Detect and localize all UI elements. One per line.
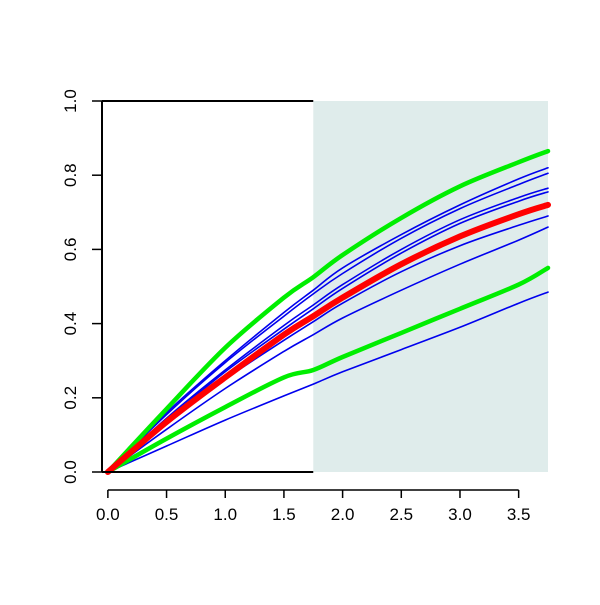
x-tick-label: 2.0 bbox=[331, 505, 355, 524]
y-tick-label: 0.8 bbox=[61, 163, 80, 187]
series-layer bbox=[104, 148, 551, 475]
series-line-reference-1 bbox=[107, 172, 549, 473]
y-tick-label: 0.2 bbox=[61, 386, 80, 410]
axis-layer: 0.0 0.5 1.0 1.5 2.0 2.5 3.0 3.5 0.0 0.2 0.4 0.6 0.8 1… bbox=[61, 89, 530, 524]
series-line-reference-0 bbox=[107, 167, 549, 473]
x-tick-label: 2.5 bbox=[389, 505, 413, 524]
x-tick-label: 0.0 bbox=[96, 505, 120, 524]
series-line-upper-bound-7 bbox=[105, 148, 551, 475]
series-line-reference-2 bbox=[107, 187, 549, 473]
x-tick-label: 0.5 bbox=[155, 505, 179, 524]
y-tick-label: 0.0 bbox=[61, 460, 80, 484]
series-line-reference-6 bbox=[107, 291, 549, 473]
y-tick-label: 0.6 bbox=[61, 238, 80, 262]
x-tick-label: 1.5 bbox=[272, 505, 296, 524]
series-line-central-9 bbox=[104, 201, 551, 475]
series-line-lower-bound-8 bbox=[105, 265, 551, 475]
y-tick-label: 1.0 bbox=[61, 89, 80, 113]
x-tick-label: 1.0 bbox=[213, 505, 237, 524]
x-tick-label: 3.5 bbox=[507, 505, 531, 524]
x-tick-label: 3.0 bbox=[448, 505, 472, 524]
y-tick-label: 0.4 bbox=[61, 312, 80, 336]
series-line-reference-5 bbox=[107, 226, 549, 473]
